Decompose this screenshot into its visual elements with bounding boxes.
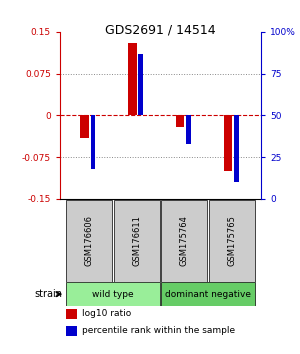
Bar <box>139 53 143 115</box>
Text: GDS2691 / 14514: GDS2691 / 14514 <box>105 23 216 36</box>
Text: wild type: wild type <box>92 290 134 299</box>
Text: dominant negative: dominant negative <box>165 290 251 299</box>
Bar <box>186 115 191 144</box>
FancyBboxPatch shape <box>161 282 255 306</box>
Text: GSM175764: GSM175764 <box>180 215 189 266</box>
Bar <box>128 43 136 115</box>
Bar <box>66 326 77 336</box>
FancyBboxPatch shape <box>66 282 160 306</box>
Bar <box>176 115 184 126</box>
Bar <box>80 115 89 138</box>
Bar <box>66 309 77 319</box>
Text: percentile rank within the sample: percentile rank within the sample <box>82 326 235 335</box>
Text: GSM176606: GSM176606 <box>84 215 93 266</box>
Bar <box>91 115 95 169</box>
FancyBboxPatch shape <box>209 200 255 281</box>
Bar <box>234 115 239 182</box>
Text: GSM176611: GSM176611 <box>132 215 141 266</box>
Text: log10 ratio: log10 ratio <box>82 309 131 318</box>
FancyBboxPatch shape <box>161 200 207 281</box>
FancyBboxPatch shape <box>114 200 160 281</box>
Text: GSM175765: GSM175765 <box>228 215 237 266</box>
Bar <box>224 115 232 171</box>
Text: strain: strain <box>34 289 62 299</box>
FancyBboxPatch shape <box>66 200 112 281</box>
